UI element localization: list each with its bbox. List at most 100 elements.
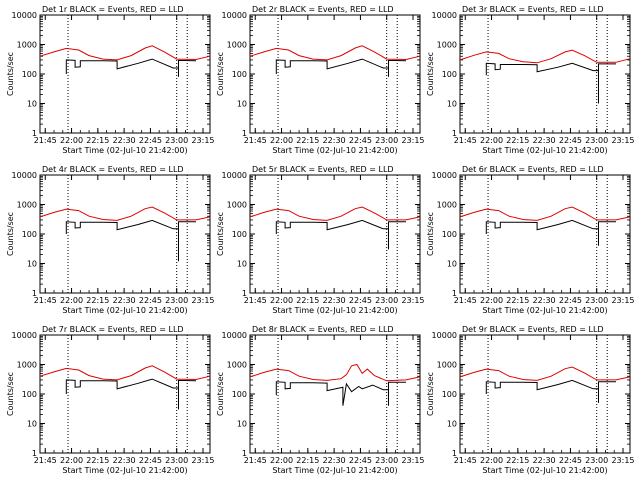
y-axis-label: Counts/sec — [426, 52, 435, 96]
x-tick-label: 22:45 — [349, 136, 372, 145]
series-line-events — [65, 219, 196, 262]
x-tick-label: 22:00 — [60, 136, 83, 145]
y-tick-label: 100 — [22, 390, 37, 399]
y-tick-label: 10 — [447, 260, 457, 269]
y-tick-label: 1 — [242, 449, 247, 458]
plot-frame — [249, 174, 421, 294]
x-tick-label: 22:00 — [480, 296, 503, 305]
x-axis-label: Start Time (02-Jul-10 21:42:00) — [272, 466, 397, 475]
x-axis-label: Start Time (02-Jul-10 21:42:00) — [482, 466, 607, 475]
y-axis-label: Counts/sec — [6, 372, 15, 416]
x-tick-label: 23:15 — [191, 456, 214, 465]
x-tick-label: 22:15 — [506, 136, 529, 145]
y-tick-label: 10 — [27, 100, 37, 109]
x-axis-label: Start Time (02-Jul-10 21:42:00) — [482, 306, 607, 315]
y-tick-label: 10000 — [222, 11, 247, 20]
x-tick-label: 23:00 — [375, 136, 398, 145]
x-tick-label: 22:30 — [323, 456, 346, 465]
y-tick-label: 100 — [232, 230, 247, 239]
x-tick-label: 23:15 — [611, 136, 634, 145]
series-line-events — [485, 62, 616, 104]
x-tick-label: 22:15 — [86, 296, 109, 305]
y-tick-label: 1 — [242, 289, 247, 298]
x-tick-label: 22:15 — [296, 136, 319, 145]
y-tick-label: 10 — [237, 420, 247, 429]
x-tick-label: 22:30 — [323, 296, 346, 305]
y-tick-label: 10000 — [12, 331, 37, 340]
series-line-events — [485, 379, 616, 403]
x-tick-label: 23:00 — [585, 296, 608, 305]
y-tick-label: 1 — [32, 129, 37, 138]
x-tick-label: 23:00 — [165, 296, 188, 305]
chart-panel-3: Det 3r BLACK = Events, RED = LLD 1 10 100 10… — [426, 5, 635, 155]
series-line-events — [275, 219, 406, 250]
series-line-events — [65, 378, 197, 410]
x-tick-label: 23:15 — [401, 136, 424, 145]
x-tick-label: 22:15 — [296, 296, 319, 305]
x-tick-label: 21:45 — [244, 296, 267, 305]
x-tick-label: 22:15 — [506, 456, 529, 465]
plot-frame — [249, 14, 421, 134]
x-tick-label: 22:15 — [506, 296, 529, 305]
y-axis-label: Counts/sec — [6, 52, 15, 96]
y-tick-label: 10000 — [222, 171, 247, 180]
y-tick-label: 1 — [32, 289, 37, 298]
series-line-lld — [249, 363, 421, 382]
x-tick-label: 23:15 — [191, 296, 214, 305]
x-tick-label: 22:15 — [296, 456, 319, 465]
y-tick-label: 10000 — [12, 11, 37, 20]
y-tick-label: 100 — [22, 230, 37, 239]
x-tick-label: 21:45 — [454, 296, 477, 305]
chart-title: Det 2r BLACK = Events, RED = LLD — [252, 5, 394, 14]
plot-frame — [459, 174, 631, 294]
y-tick-label: 10000 — [222, 331, 247, 340]
plot-frame — [459, 14, 631, 134]
x-tick-label: 21:45 — [34, 456, 57, 465]
plot-frame — [249, 334, 421, 454]
plot-frame — [39, 14, 211, 134]
y-axis-label: Counts/sec — [216, 52, 225, 96]
x-tick-label: 23:00 — [165, 136, 188, 145]
x-tick-label: 22:15 — [86, 456, 109, 465]
x-tick-label: 22:45 — [559, 136, 582, 145]
y-axis-label: Counts/sec — [426, 212, 435, 256]
plot-frame — [459, 334, 631, 454]
y-tick-label: 1 — [32, 449, 37, 458]
x-tick-label: 23:15 — [401, 296, 424, 305]
series-line-events — [275, 58, 407, 77]
x-tick-label: 23:00 — [585, 456, 608, 465]
chart-panel-7: Det 7r BLACK = Events, RED = LLD 1 10 100 10… — [6, 325, 215, 475]
x-tick-label: 21:45 — [34, 296, 57, 305]
y-tick-label: 1000 — [17, 41, 37, 50]
chart-panel-9: Det 9r BLACK = Events, RED = LLD 1 10 100 10… — [426, 325, 635, 475]
x-tick-label: 21:45 — [244, 456, 267, 465]
x-tick-label: 23:00 — [375, 296, 398, 305]
x-axis-label: Start Time (02-Jul-10 21:42:00) — [482, 146, 607, 155]
x-tick-label: 21:45 — [34, 136, 57, 145]
series-line-lld — [39, 45, 211, 61]
chart-panel-8: Det 8r BLACK = Events, RED = LLD 1 10 100 10… — [216, 325, 425, 475]
y-tick-label: 1000 — [437, 41, 457, 50]
x-tick-label: 22:00 — [60, 296, 83, 305]
y-tick-label: 100 — [232, 390, 247, 399]
y-tick-label: 100 — [442, 390, 457, 399]
chart-title: Det 7r BLACK = Events, RED = LLD — [42, 325, 184, 334]
y-tick-label: 10 — [237, 100, 247, 109]
y-tick-label: 10 — [27, 260, 37, 269]
x-tick-label: 22:45 — [559, 456, 582, 465]
series-line-lld — [459, 49, 631, 64]
x-tick-label: 23:00 — [375, 456, 398, 465]
series-line-lld — [459, 206, 631, 221]
x-axis-label: Start Time (02-Jul-10 21:42:00) — [272, 146, 397, 155]
x-tick-label: 22:00 — [60, 456, 83, 465]
x-axis-label: Start Time (02-Jul-10 21:42:00) — [272, 306, 397, 315]
x-tick-label: 22:30 — [113, 296, 136, 305]
x-tick-label: 22:45 — [139, 136, 162, 145]
chart-title: Det 4r BLACK = Events, RED = LLD — [42, 165, 184, 174]
x-tick-label: 22:45 — [139, 456, 162, 465]
y-axis-label: Counts/sec — [426, 372, 435, 416]
y-tick-label: 1000 — [17, 361, 37, 370]
x-tick-label: 22:30 — [113, 136, 136, 145]
chart-title: Det 6r BLACK = Events, RED = LLD — [462, 165, 604, 174]
